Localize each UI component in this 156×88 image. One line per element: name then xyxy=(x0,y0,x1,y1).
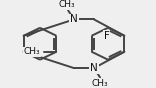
Text: CH₃: CH₃ xyxy=(59,0,75,9)
Text: CH₃: CH₃ xyxy=(24,47,40,56)
Text: N: N xyxy=(70,14,78,24)
Text: N: N xyxy=(90,63,98,73)
Text: F: F xyxy=(104,31,109,41)
Text: CH₃: CH₃ xyxy=(92,79,108,88)
